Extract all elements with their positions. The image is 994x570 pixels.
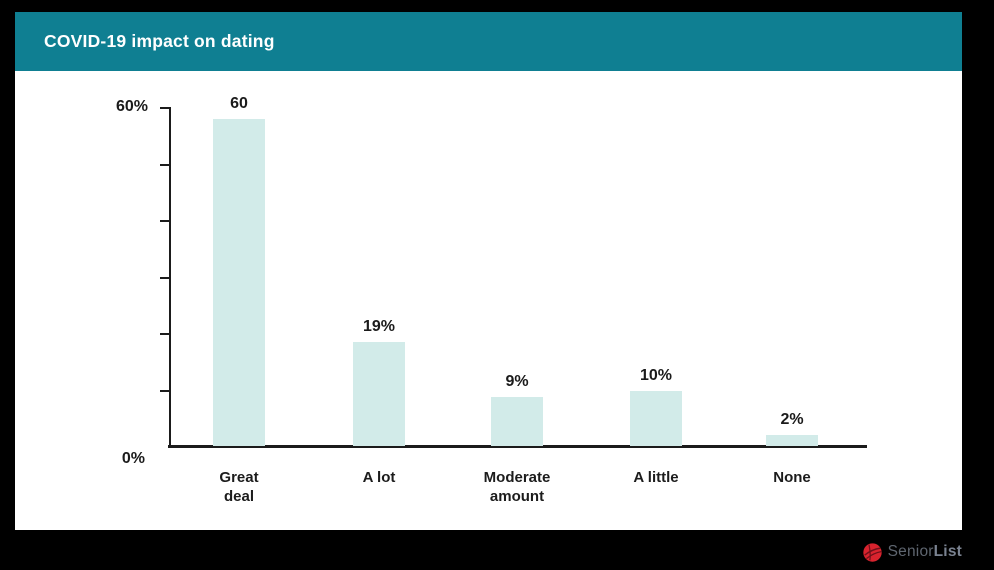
- category-label-line: None: [773, 469, 811, 486]
- page-title: COVID-19 impact on dating: [44, 31, 275, 51]
- category-label-a-little: A little: [601, 468, 711, 487]
- y-axis-label-max: 60%: [115, 98, 148, 115]
- category-label-line: Moderate: [483, 469, 551, 486]
- y-axis-tick: [160, 220, 169, 222]
- brand-name: SeniorList: [888, 543, 962, 561]
- bar-value-a-little: 10%: [639, 367, 673, 384]
- bar-moderate-amount: [491, 397, 543, 446]
- chart-card: COVID-19 impact on dating 60% 0% 60 Great de…: [15, 12, 962, 530]
- category-label-line: A little: [633, 469, 679, 486]
- category-label-a-lot: A lot: [324, 468, 434, 487]
- category-label-line: Great: [219, 469, 259, 486]
- brand-prefix: Senior: [887, 543, 934, 560]
- bar-value-great-deal: 60: [230, 95, 248, 112]
- category-label-line: amount: [489, 488, 545, 505]
- bar-a-lot: [353, 342, 405, 446]
- category-label-great-deal: Great deal: [184, 468, 294, 506]
- category-label-moderate-amount: Moderate amount: [462, 468, 572, 506]
- seniorlist-rose-icon: [862, 542, 883, 563]
- category-label-line: deal: [223, 488, 254, 505]
- brand-suffix: List: [933, 543, 962, 560]
- x-axis-line: [168, 445, 867, 448]
- y-axis-line: [169, 107, 171, 446]
- bar-a-little: [630, 391, 682, 446]
- brand-logo: SeniorList: [862, 538, 962, 566]
- bar-chart: 60% 0% 60 Great deal 19% A lot 9% Moderate amount…: [15, 71, 962, 530]
- y-axis-tick: [160, 333, 169, 335]
- y-axis-tick: [160, 107, 169, 109]
- category-label-line: A lot: [362, 469, 396, 486]
- category-label-none: None: [737, 468, 847, 487]
- bar-value-a-lot: 19%: [362, 318, 396, 335]
- bar-value-moderate-amount: 9%: [505, 373, 529, 390]
- bar-value-none: 2%: [780, 411, 804, 428]
- y-axis-label-min: 0%: [121, 450, 145, 467]
- chart-header: COVID-19 impact on dating: [15, 12, 962, 71]
- y-axis-tick: [160, 276, 169, 279]
- y-axis-tick: [160, 389, 169, 392]
- y-axis-tick: [160, 163, 169, 166]
- bar-none: [766, 435, 818, 446]
- bar-great-deal: [213, 119, 265, 446]
